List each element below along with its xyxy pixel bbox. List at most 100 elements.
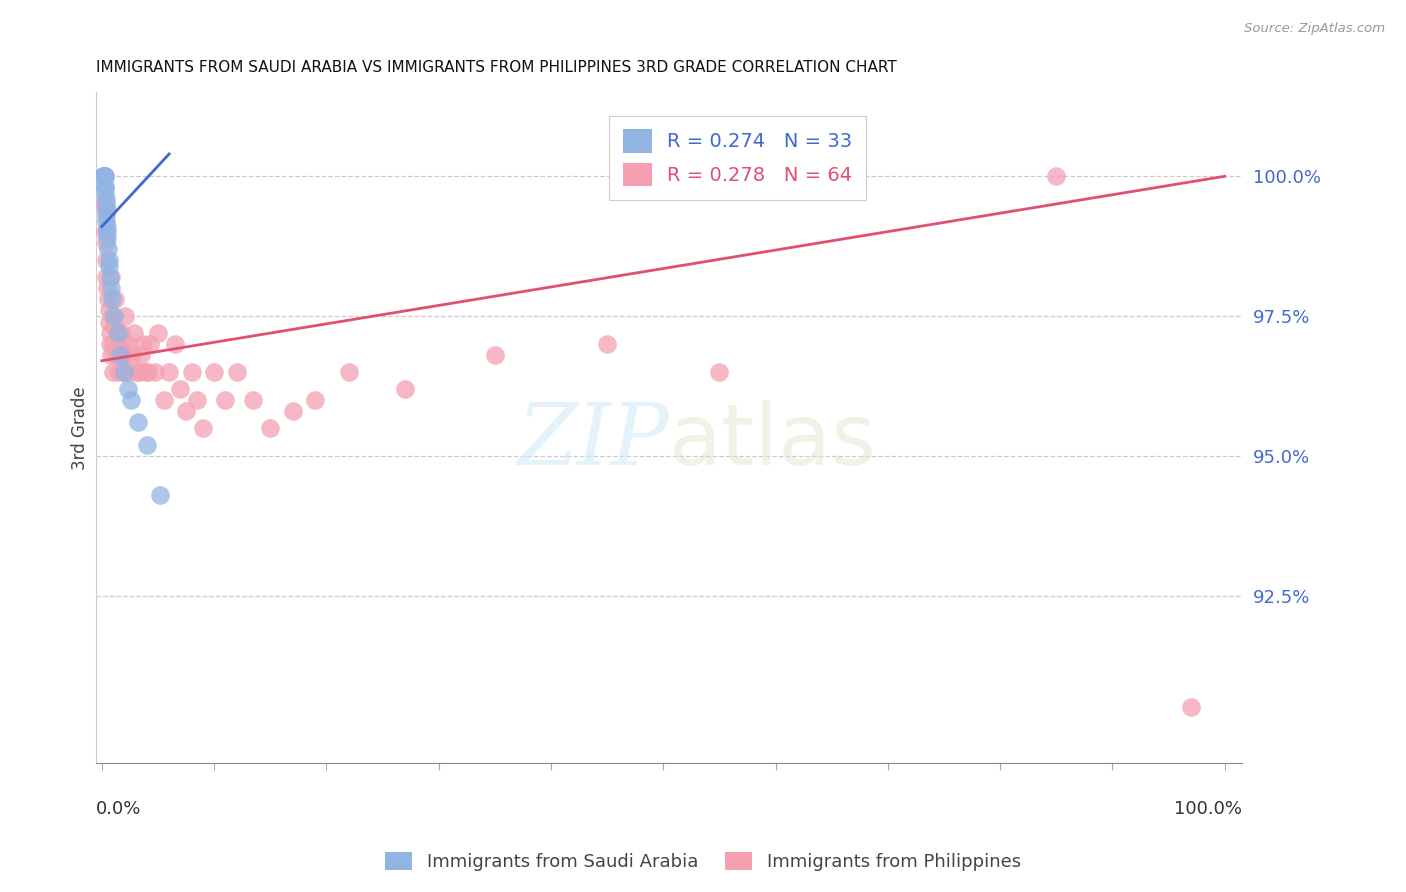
Point — [304, 392, 326, 407]
Point — [120, 392, 142, 407]
Point — [96, 214, 118, 228]
Point — [101, 337, 124, 351]
Point — [174, 404, 197, 418]
Point — [117, 337, 139, 351]
Point — [136, 365, 159, 379]
Point — [93, 225, 115, 239]
Point — [132, 337, 155, 351]
Point — [125, 365, 148, 379]
Point — [114, 309, 136, 323]
Legend: R = 0.274   N = 33, R = 0.278   N = 64: R = 0.274 N = 33, R = 0.278 N = 64 — [609, 116, 866, 200]
Point — [97, 253, 120, 268]
Point — [146, 326, 169, 340]
Point — [93, 169, 115, 184]
Y-axis label: 3rd Grade: 3rd Grade — [72, 386, 89, 470]
Point — [96, 208, 118, 222]
Point — [337, 365, 360, 379]
Point — [96, 231, 118, 245]
Point — [103, 320, 125, 334]
Point — [97, 242, 120, 256]
Point — [101, 293, 124, 307]
Point — [169, 382, 191, 396]
Text: 100.0%: 100.0% — [1174, 800, 1241, 818]
Point — [214, 392, 236, 407]
Point — [101, 365, 124, 379]
Point — [135, 365, 157, 379]
Point — [93, 169, 115, 184]
Point — [96, 281, 118, 295]
Point — [709, 365, 731, 379]
Point — [152, 392, 174, 407]
Point — [101, 309, 124, 323]
Text: IMMIGRANTS FROM SAUDI ARABIA VS IMMIGRANTS FROM PHILIPPINES 3RD GRADE CORRELATIO: IMMIGRANTS FROM SAUDI ARABIA VS IMMIGRAN… — [96, 60, 897, 75]
Point — [91, 169, 114, 184]
Point — [97, 293, 120, 307]
Point — [1045, 169, 1067, 184]
Point — [98, 337, 121, 351]
Point — [100, 348, 122, 362]
Text: 0.0%: 0.0% — [96, 800, 142, 818]
Point — [98, 315, 121, 329]
Point — [97, 259, 120, 273]
Point — [149, 488, 172, 502]
Point — [93, 169, 115, 184]
Legend: Immigrants from Saudi Arabia, Immigrants from Philippines: Immigrants from Saudi Arabia, Immigrants… — [378, 845, 1028, 879]
Point — [202, 365, 225, 379]
Point — [124, 326, 146, 340]
Point — [96, 225, 118, 239]
Point — [94, 197, 117, 211]
Point — [96, 219, 118, 234]
Point — [180, 365, 202, 379]
Point — [129, 348, 152, 362]
Point — [259, 421, 281, 435]
Point — [104, 293, 127, 307]
Text: atlas: atlas — [669, 400, 877, 483]
Point — [107, 326, 129, 340]
Point — [93, 169, 115, 184]
Point — [163, 337, 186, 351]
Point — [110, 326, 132, 340]
Point — [135, 437, 157, 451]
Point — [100, 281, 122, 295]
Point — [98, 269, 121, 284]
Point — [128, 365, 150, 379]
Point — [100, 269, 122, 284]
Point — [94, 180, 117, 194]
Point — [98, 326, 121, 340]
Point — [112, 365, 135, 379]
Point — [93, 169, 115, 184]
Point — [93, 197, 115, 211]
Point — [127, 415, 149, 429]
Point — [94, 192, 117, 206]
Point — [139, 337, 162, 351]
Point — [96, 202, 118, 217]
Point — [157, 365, 180, 379]
Point — [94, 236, 117, 251]
Point — [191, 421, 214, 435]
Text: ZIP: ZIP — [517, 400, 669, 483]
Point — [121, 348, 143, 362]
Point — [108, 348, 131, 362]
Point — [108, 337, 131, 351]
Point — [96, 253, 118, 268]
Point — [94, 180, 117, 194]
Point — [115, 348, 138, 362]
Point — [143, 365, 166, 379]
Point — [118, 365, 141, 379]
Point — [484, 348, 506, 362]
Point — [103, 309, 125, 323]
Point — [107, 326, 129, 340]
Point — [1180, 700, 1202, 714]
Point — [281, 404, 304, 418]
Point — [225, 365, 247, 379]
Point — [394, 382, 416, 396]
Point — [107, 365, 129, 379]
Point — [96, 202, 118, 217]
Point — [111, 348, 134, 362]
Point — [186, 392, 208, 407]
Point — [97, 303, 120, 318]
Point — [112, 337, 135, 351]
Point — [93, 169, 115, 184]
Point — [105, 348, 128, 362]
Point — [596, 337, 619, 351]
